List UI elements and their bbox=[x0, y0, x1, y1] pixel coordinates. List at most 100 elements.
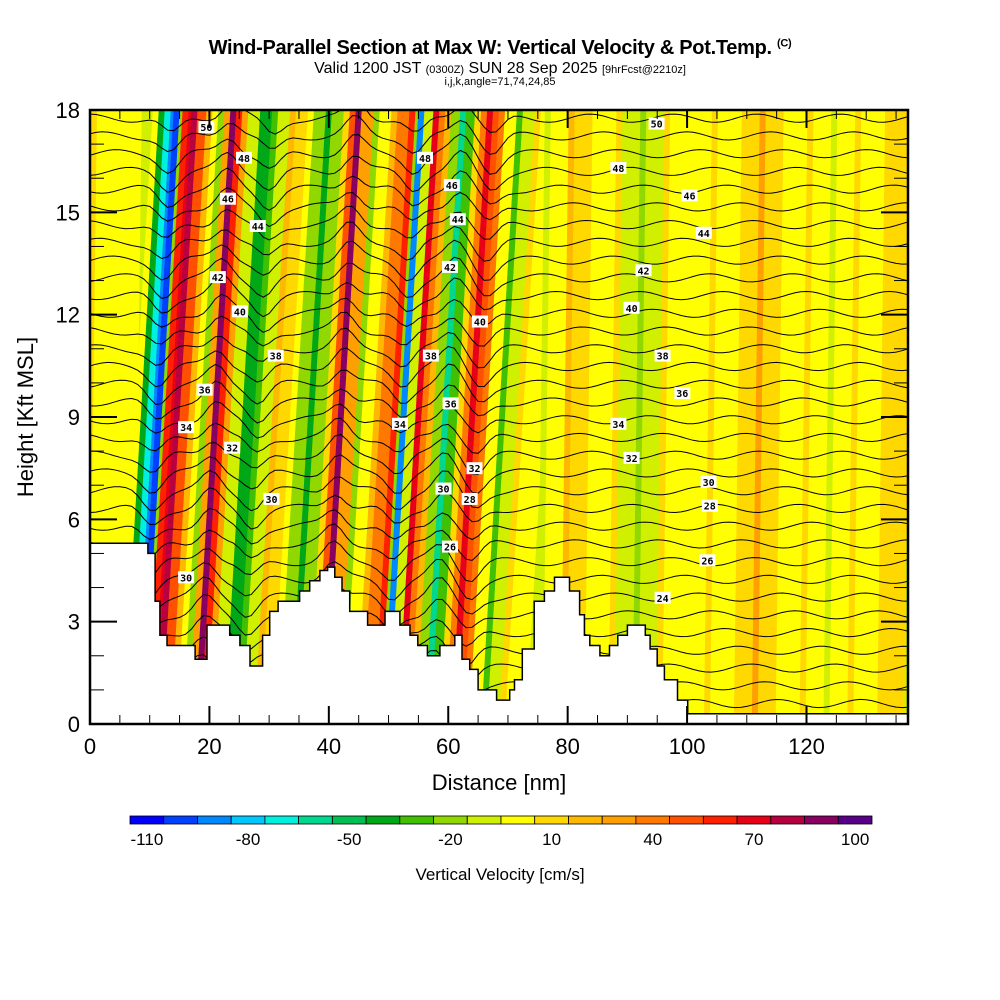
theta-contour-line bbox=[90, 540, 908, 583]
contour-label-text: 46 bbox=[683, 191, 695, 202]
theta-contour-line bbox=[90, 594, 908, 636]
velocity-band bbox=[483, 110, 538, 724]
contour-label-bg bbox=[267, 349, 284, 362]
colorbar-swatch bbox=[770, 815, 805, 825]
theta-contour-line bbox=[90, 133, 908, 175]
velocity-core bbox=[409, 110, 452, 724]
velocity-core bbox=[847, 110, 862, 724]
velocity-core bbox=[451, 110, 494, 724]
contour-label: 46 bbox=[219, 192, 236, 206]
colorbar-swatch bbox=[163, 815, 198, 825]
theta-contours bbox=[90, 110, 908, 724]
contour-label-text: 44 bbox=[452, 215, 464, 226]
contour-label-bg bbox=[224, 441, 241, 454]
contour-label-bg bbox=[391, 417, 408, 430]
contour-label-text: 40 bbox=[626, 304, 638, 315]
colorbar-tick-label: -20 bbox=[438, 830, 463, 849]
contour-label: 36 bbox=[442, 397, 459, 410]
velocity-core bbox=[823, 110, 838, 724]
contour-label: 36 bbox=[674, 387, 691, 400]
valid-time: Valid 1200 JST bbox=[314, 60, 422, 77]
contour-label: 30 bbox=[435, 482, 452, 496]
velocity-core bbox=[751, 110, 766, 724]
contour-label-bg bbox=[623, 301, 640, 314]
contour-label-text: 24 bbox=[657, 594, 669, 605]
velocity-core bbox=[498, 110, 541, 724]
velocity-band bbox=[427, 110, 479, 724]
contour-label: 50 bbox=[198, 121, 215, 134]
valid-time-line: Valid 1200 JST (0300Z) SUN 28 Sep 2025 [… bbox=[0, 60, 1000, 78]
contour-label: 32 bbox=[466, 462, 483, 475]
velocity-core bbox=[272, 110, 315, 724]
velocity-core bbox=[397, 110, 440, 724]
velocity-core bbox=[608, 110, 623, 724]
contour-label: 50 bbox=[648, 117, 665, 131]
contour-label: 38 bbox=[267, 349, 284, 363]
colorbar-swatch bbox=[466, 815, 502, 825]
velocity-core bbox=[463, 110, 506, 724]
y-tick-label: 6 bbox=[68, 507, 80, 532]
contour-label: 44 bbox=[449, 213, 466, 226]
velocity-core bbox=[680, 110, 695, 724]
velocity-core bbox=[254, 110, 297, 724]
colorbar-swatch bbox=[837, 815, 873, 825]
x-tick-label: 60 bbox=[436, 734, 460, 759]
contour-label-text: 40 bbox=[474, 318, 486, 329]
contour-label: 34 bbox=[610, 417, 627, 431]
velocity-core bbox=[703, 110, 718, 724]
theta-contour-line bbox=[90, 576, 908, 618]
colorbar-swatch bbox=[331, 815, 367, 825]
contour-label-bg bbox=[435, 482, 452, 495]
contour-label-bg bbox=[209, 271, 226, 284]
contour-label-text: 36 bbox=[676, 389, 688, 400]
y-tick-label: 9 bbox=[68, 405, 80, 430]
contour-label-bg bbox=[442, 397, 459, 410]
velocity-core bbox=[224, 110, 267, 724]
contour-label-text: 34 bbox=[394, 420, 406, 431]
contour-label-text: 32 bbox=[226, 444, 238, 455]
contour-label-text: 48 bbox=[238, 154, 250, 165]
contour-label: 40 bbox=[231, 305, 248, 318]
contour-label-text: 32 bbox=[626, 454, 638, 465]
colorbar-swatch bbox=[264, 815, 299, 825]
theta-contour-line bbox=[90, 114, 908, 156]
contour-label-bg bbox=[610, 417, 627, 430]
colorbar-swatch bbox=[230, 815, 266, 825]
contour-label-text: 30 bbox=[703, 478, 715, 489]
colorbar-swatch bbox=[601, 815, 637, 825]
x-tick-label: 120 bbox=[788, 734, 825, 759]
contour-label-bg bbox=[443, 179, 460, 191]
velocity-core bbox=[871, 110, 886, 724]
contour-label-bg bbox=[471, 315, 488, 328]
theta-contour-line bbox=[90, 149, 908, 193]
contour-label: 48 bbox=[610, 162, 627, 175]
contour-label-text: 30 bbox=[180, 573, 192, 584]
contour-label: 32 bbox=[224, 441, 241, 455]
contour-label-bg bbox=[219, 192, 236, 205]
colorbar-tick-label: 100 bbox=[841, 830, 869, 849]
valid-date: SUN 28 Sep 2025 bbox=[468, 60, 598, 77]
contour-label-text: 38 bbox=[270, 352, 282, 363]
contour-label-text: 42 bbox=[444, 263, 456, 274]
contour-label: 42 bbox=[442, 260, 458, 274]
velocity-band bbox=[158, 110, 210, 724]
velocity-band bbox=[322, 110, 377, 724]
colorbar-tick-label: 10 bbox=[542, 830, 561, 849]
contour-label: 34 bbox=[178, 421, 195, 434]
theta-contour-line bbox=[90, 311, 908, 347]
colorbar-tick-label: -50 bbox=[337, 830, 362, 849]
plot-area: 50 48 46 44 42 40 38 36 34 32 30 30 48 46 44 42 40 38 36 34… bbox=[90, 110, 908, 724]
contour-label: 36 bbox=[196, 383, 213, 397]
contour-label-bg bbox=[417, 151, 433, 164]
contour-label-text: 28 bbox=[464, 495, 476, 506]
contour-label-text: 46 bbox=[222, 195, 234, 206]
theta-contour-line bbox=[90, 293, 908, 333]
contour-label-bg bbox=[674, 387, 691, 400]
colorbar-swatch bbox=[197, 815, 232, 825]
contour-label-bg bbox=[654, 349, 671, 362]
contour-label-text: 46 bbox=[446, 181, 458, 192]
contour-label: 44 bbox=[695, 226, 712, 240]
theta-contour-line bbox=[90, 417, 908, 454]
colorbar-swatch bbox=[433, 815, 468, 825]
